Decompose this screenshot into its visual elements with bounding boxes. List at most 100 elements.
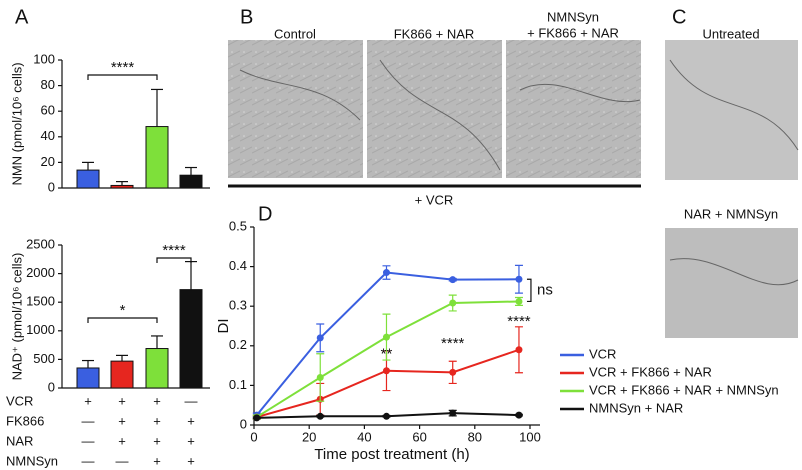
bar <box>145 126 169 189</box>
cell: — <box>82 453 95 468</box>
cell: + <box>118 393 126 408</box>
row-label: FK866 <box>6 413 44 428</box>
panel-label: C <box>672 6 686 28</box>
x-tick-label: 100 <box>519 429 541 444</box>
cell: + <box>153 453 161 468</box>
cell: + <box>187 413 195 428</box>
caption: NMNSyn <box>547 9 599 24</box>
y-axis-label: DI <box>215 319 232 334</box>
y-tick-label: 500 <box>33 351 55 366</box>
significance-bracket <box>526 278 532 303</box>
cell: — <box>82 413 95 428</box>
y-tick-label: 0 <box>48 379 55 394</box>
legend-label: VCR + FK866 + NAR + NMNSyn <box>589 382 779 397</box>
point <box>382 333 390 341</box>
neurites <box>239 59 799 286</box>
y-tick-label: 1500 <box>26 294 55 309</box>
significance-label: ns <box>537 281 553 298</box>
significance-bracket <box>156 257 192 263</box>
point <box>449 276 457 284</box>
y-axis-label: NAD⁺ (pmol/10⁶ cells) <box>9 253 24 381</box>
point <box>515 411 523 419</box>
x-tick-label: 40 <box>357 429 371 444</box>
bar <box>76 367 100 389</box>
panel-label: B <box>240 6 253 28</box>
point <box>253 414 261 422</box>
x-tick-label: 80 <box>468 429 482 444</box>
y-tick-label: 60 <box>41 103 55 118</box>
row-label: VCR <box>6 393 33 408</box>
cell: + <box>153 393 161 408</box>
y-tick-label: 2500 <box>26 236 55 251</box>
y-tick-label: 20 <box>41 154 55 169</box>
bar <box>179 174 203 189</box>
caption: Untreated <box>702 26 759 41</box>
y-tick-label: 40 <box>41 128 55 143</box>
point <box>382 412 390 420</box>
cell: — <box>82 433 95 448</box>
significance-label: **** <box>111 59 135 76</box>
row-label: NAR <box>6 433 33 448</box>
y-tick-label: 0.1 <box>229 377 247 392</box>
y-tick-label: 0.3 <box>229 298 247 313</box>
point <box>449 299 457 307</box>
y-tick-label: 100 <box>33 51 55 66</box>
y-tick-label: 0.5 <box>229 218 247 233</box>
significance-label: **** <box>441 335 465 352</box>
significance-label: ** <box>381 345 393 362</box>
significance-label: * <box>120 302 126 319</box>
significance-label: **** <box>507 313 531 330</box>
point <box>515 346 523 354</box>
point <box>316 373 324 381</box>
y-axis-label: NMN (pmol/10⁶ cells) <box>9 62 24 185</box>
image <box>506 40 641 178</box>
significance-label: **** <box>162 242 186 259</box>
panel-label: D <box>258 203 272 225</box>
y-tick-label: 0 <box>48 179 55 194</box>
point <box>449 409 457 417</box>
point <box>449 368 457 376</box>
legend-label: VCR + FK866 + NAR <box>589 364 712 379</box>
image <box>367 40 502 178</box>
cell: + <box>187 433 195 448</box>
cell: — <box>185 393 198 408</box>
caption: FK866 + NAR <box>394 26 475 41</box>
cell: + <box>153 413 161 428</box>
y-tick-label: 1000 <box>26 322 55 337</box>
image <box>665 228 798 338</box>
cell: + <box>84 393 92 408</box>
point <box>316 334 324 342</box>
x-tick-label: 20 <box>302 429 316 444</box>
cell: — <box>116 453 129 468</box>
caption: NAR + NMNSyn <box>684 206 778 221</box>
point <box>316 412 324 420</box>
row-label: NMNSyn <box>6 453 58 468</box>
bar <box>110 360 134 389</box>
significance-bracket <box>87 74 158 80</box>
point <box>515 297 523 305</box>
point <box>382 269 390 277</box>
y-tick-label: 0 <box>240 416 247 431</box>
legend-label: NMNSyn + NAR <box>589 400 683 415</box>
cell: + <box>118 433 126 448</box>
point <box>515 275 523 283</box>
legend-label: VCR <box>589 346 616 361</box>
significance-bracket <box>87 317 158 323</box>
x-tick-label: 60 <box>412 429 426 444</box>
x-tick-label: 0 <box>250 429 257 444</box>
panel-label: A <box>15 6 29 28</box>
bar <box>145 348 169 389</box>
cell: + <box>187 453 195 468</box>
y-tick-label: 0.2 <box>229 337 247 352</box>
micrographs <box>228 40 799 338</box>
y-tick-label: 2000 <box>26 265 55 280</box>
bar <box>76 169 100 189</box>
image <box>228 40 363 178</box>
caption: + VCR <box>415 192 454 207</box>
cell: + <box>118 413 126 428</box>
caption: + FK866 + NAR <box>527 25 619 40</box>
caption: Control <box>274 26 316 41</box>
bar <box>110 184 134 189</box>
image <box>665 40 798 180</box>
